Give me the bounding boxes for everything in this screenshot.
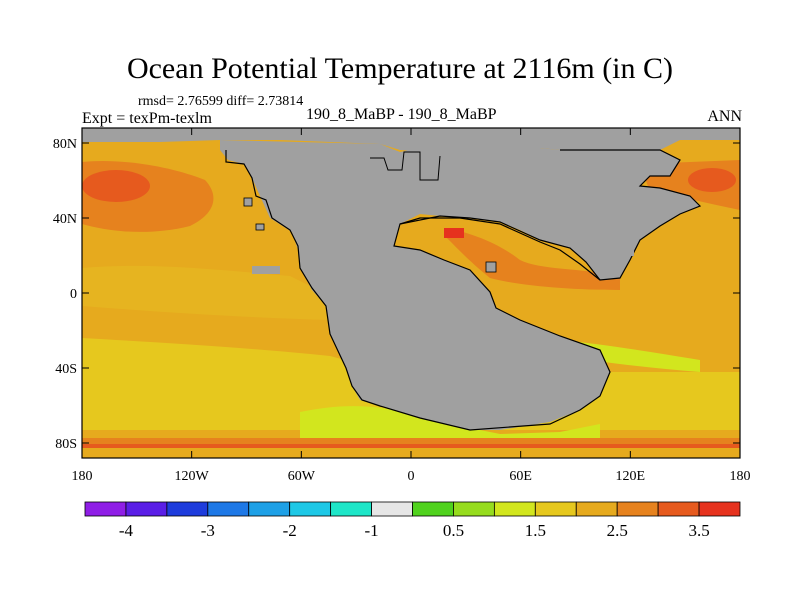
- colorbar-label: -3: [201, 521, 215, 540]
- colorbar-swatch: [616, 501, 659, 517]
- season-label: ANN: [707, 108, 742, 125]
- colorbar-swatch: [371, 501, 413, 517]
- ocean-tethys-warm: [445, 228, 620, 290]
- lon-tick-label: 60E: [509, 469, 532, 484]
- land-supercontinent: [220, 140, 700, 430]
- colorbar-swatch: [493, 501, 536, 517]
- colorbar-label: 2.5: [607, 521, 628, 540]
- ocean-tropical-band: [82, 265, 330, 320]
- island-2: [243, 197, 253, 207]
- latitude-axis: 80N 40N 0 40S 80S: [53, 137, 740, 452]
- ocean-epacific-core: [688, 168, 736, 192]
- island-3: [255, 223, 265, 231]
- colorbar-swatch: [207, 501, 250, 517]
- island-5: [624, 248, 634, 256]
- lon-tick-label: 180: [72, 469, 93, 484]
- ocean-polar-strip-2: [82, 444, 740, 448]
- land-masses: [82, 128, 740, 430]
- colorbar: -4 -3 -2 -1 0.5 1.5 2.5 3.5: [84, 501, 741, 540]
- lon-tick-label: 120E: [616, 469, 646, 484]
- coastline-north-outline: [370, 151, 441, 181]
- colorbar-swatch: [166, 501, 209, 517]
- colorbar-swatch: [248, 501, 291, 517]
- colorbar-swatch: [84, 501, 127, 517]
- case-label: 190_8_MaBP - 190_8_MaBP: [306, 106, 497, 123]
- lat-tick-label: 0: [70, 287, 77, 302]
- plot-title: Ocean Potential Temperature at 2116m (in…: [126, 52, 674, 85]
- lon-tick-label: 120W: [175, 469, 210, 484]
- longitude-axis: 180 120W 60W 0 60E 120E 180: [72, 128, 751, 484]
- colorbar-swatch: [534, 501, 577, 517]
- colorbar-swatch: [698, 501, 741, 517]
- ocean-npacific-core: [82, 170, 150, 202]
- colorbar-label: -4: [119, 521, 134, 540]
- colorbar-swatch: [657, 501, 700, 517]
- colorbar-swatch: [289, 501, 332, 517]
- colorbar-label: 1.5: [525, 521, 546, 540]
- lon-tick-label: 60W: [288, 469, 316, 484]
- land-north-polar: [82, 128, 740, 152]
- lat-tick-label: 80S: [55, 437, 77, 452]
- lon-tick-label: 180: [730, 469, 751, 484]
- lat-tick-label: 80N: [53, 137, 77, 152]
- rmsd-diff-stats: rmsd= 2.76599 diff= 2.73814: [138, 94, 304, 109]
- island-4: [485, 261, 497, 273]
- ocean-polar-strip-1: [82, 438, 740, 444]
- colorbar-swatch: [412, 501, 454, 517]
- colorbar-swatch: [330, 501, 372, 517]
- lon-tick-label: 0: [408, 469, 415, 484]
- map-panel: [82, 128, 740, 458]
- island-1: [252, 266, 280, 274]
- coastline-outline: [225, 149, 702, 431]
- ocean-tethys-core: [444, 228, 464, 238]
- colorbar-label: -2: [283, 521, 297, 540]
- lat-tick-label: 40S: [55, 362, 77, 377]
- colorbar-label: 3.5: [688, 521, 709, 540]
- experiment-label: Expt = texPm-texlm: [82, 110, 212, 127]
- land-inner-sea-outline: [399, 217, 601, 281]
- colorbar-swatch: [453, 501, 495, 517]
- colorbar-label: 0.5: [443, 521, 464, 540]
- colorbar-swatch: [125, 501, 168, 517]
- colorbar-label: -1: [364, 521, 378, 540]
- lat-tick-label: 40N: [53, 212, 77, 227]
- colorbar-swatch: [575, 501, 618, 517]
